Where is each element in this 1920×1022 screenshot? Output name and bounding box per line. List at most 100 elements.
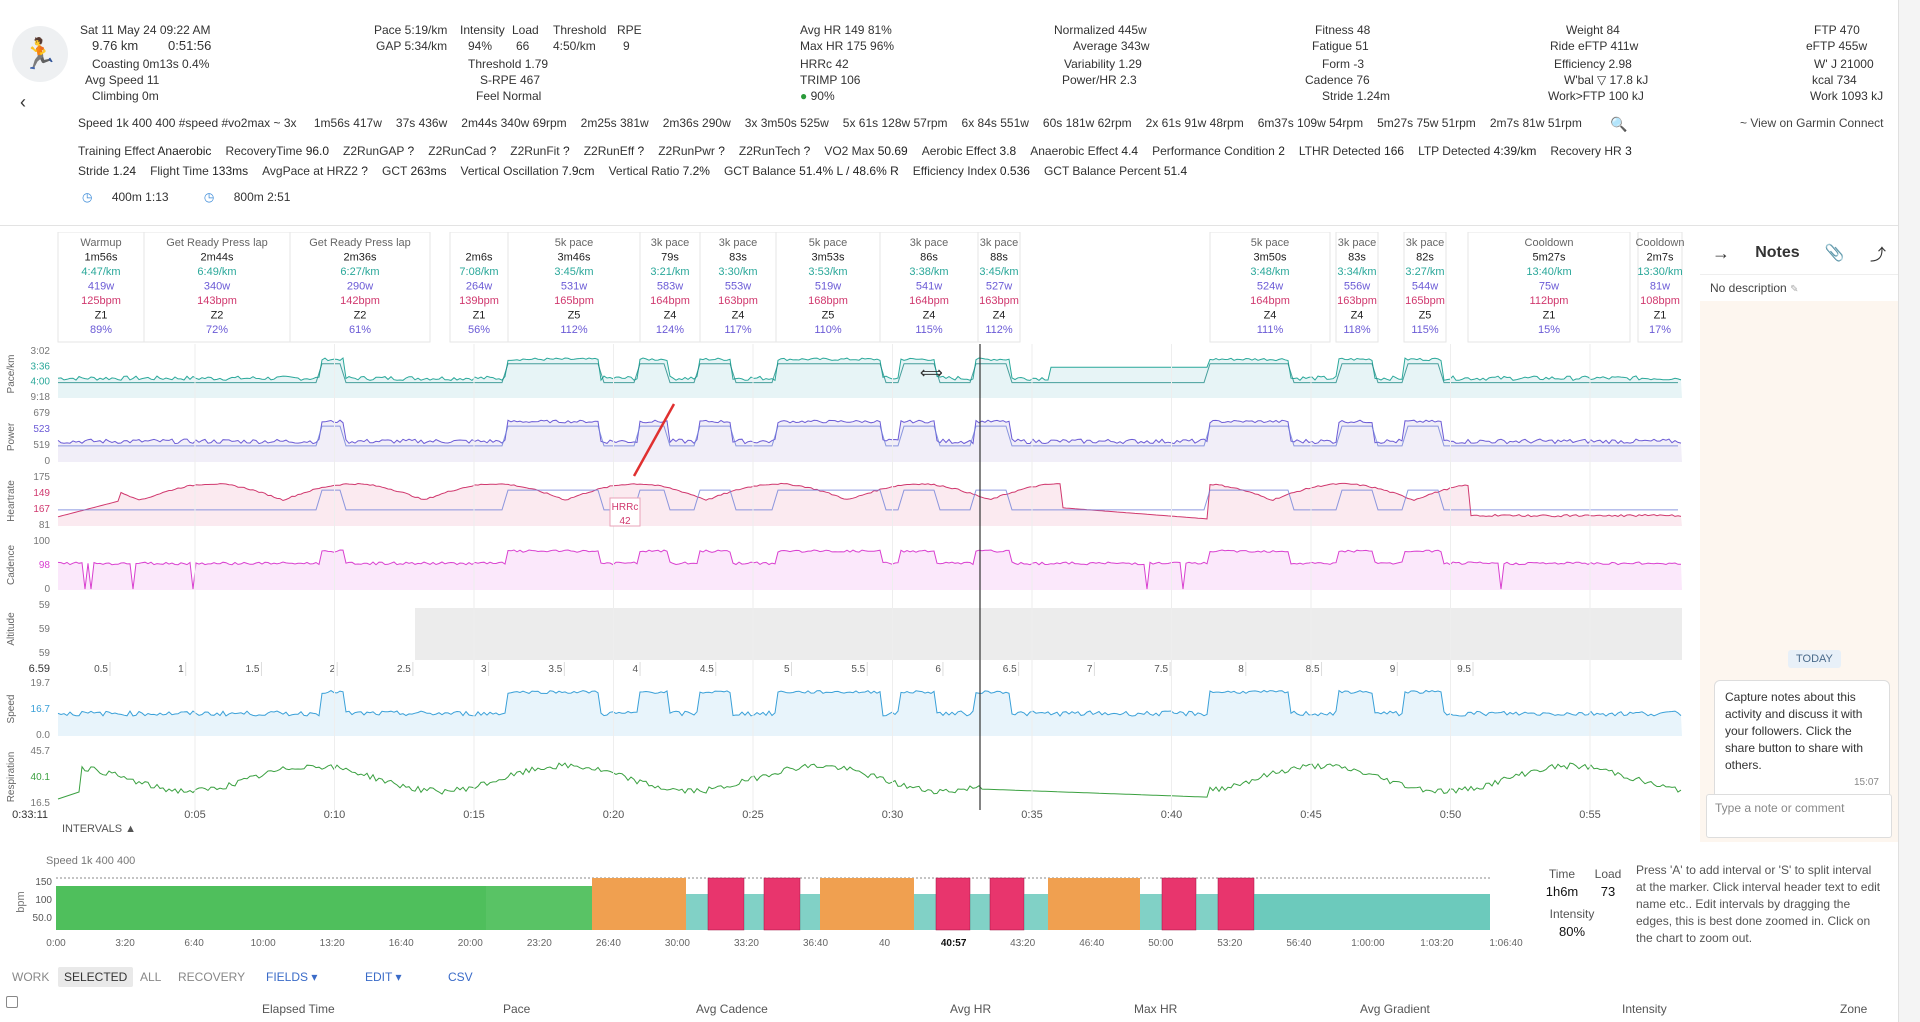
interval-dur: 2m44s: [200, 252, 234, 264]
interval-chip[interactable]: 2m25s 381w: [580, 116, 649, 130]
interval-pct: 56%: [468, 324, 490, 336]
tab-work[interactable]: WORK: [12, 970, 50, 984]
pencil-icon[interactable]: ✎: [1790, 284, 1799, 295]
feel[interactable]: Feel Normal: [476, 89, 542, 103]
tick-power: 679: [33, 408, 50, 419]
edit-dropdown[interactable]: EDIT ▾: [365, 970, 402, 984]
distance[interactable]: 9.76 km: [92, 38, 139, 53]
interval-chip[interactable]: 1m56s 417w: [313, 116, 382, 130]
distance-tick: 4: [632, 664, 638, 675]
share-icon[interactable]: ⤴: [1869, 247, 1886, 264]
lap-800m[interactable]: ◷ 800m 2:51: [204, 190, 307, 204]
arrow-right-icon[interactable]: →: [1712, 242, 1730, 263]
tab-recovery[interactable]: RECOVERY: [178, 970, 246, 984]
interval-bpm: 142bpm: [340, 295, 380, 307]
strip-xtick: 0:00: [46, 938, 66, 949]
activity-chart[interactable]: Warmup 1m56s 4:47/km 419w 125bpm Z1 89% Get Rea…: [0, 232, 1690, 832]
device-metric-label: Stride: [78, 164, 110, 178]
interval-summary-prefix[interactable]: Speed 1k 400 400 #speed #vo2max ~ 3x: [78, 116, 297, 130]
device-metric: VO2 Max 50.69: [824, 144, 907, 158]
col-avg-hr[interactable]: Avg HR: [950, 1002, 992, 1016]
interval-header-cell: [1467, 232, 1631, 343]
device-metric-label: Z2RunGAP: [343, 144, 405, 158]
interval-chip[interactable]: 2m36s 290w: [662, 116, 731, 130]
interval-name: Cooldown: [1525, 237, 1574, 249]
distance-tick: 9.5: [1457, 664, 1471, 675]
time-tick: 0:30: [882, 809, 903, 821]
interval-header-cell: [1335, 232, 1379, 343]
tick-pace: 3:36: [31, 361, 51, 372]
ftp[interactable]: FTP 470: [1814, 23, 1860, 37]
interval-chip[interactable]: 2m44s 340w 69rpm: [461, 116, 567, 130]
device-metric-label: LTHR Detected: [1298, 144, 1381, 158]
strip-ytick: 100: [35, 895, 52, 906]
device-metric: Recovery HR 3: [1550, 144, 1631, 158]
fields-dropdown[interactable]: FIELDS ▾: [266, 970, 318, 984]
tab-all[interactable]: ALL: [140, 970, 162, 984]
series-area-power: [58, 420, 1682, 462]
device-metric-label: Z2RunEff: [583, 144, 635, 158]
strip-xtick: 1:00:00: [1351, 938, 1385, 949]
interval-header-cell: [507, 232, 641, 343]
col-elapsed-time[interactable]: Elapsed Time: [262, 1002, 335, 1016]
interval-chip[interactable]: 5x 61s 128w 57rpm: [842, 116, 948, 130]
interval-chip[interactable]: 60s 181w 62rpm: [1042, 116, 1132, 130]
interval-name: 3k pace: [719, 237, 758, 249]
device-metric: Performance Condition 2: [1152, 144, 1285, 158]
interval-z: Z1: [473, 310, 486, 322]
hrrc-arrow: [632, 403, 676, 477]
rpe-label: RPE: [617, 23, 642, 37]
col-max-hr[interactable]: Max HR: [1134, 1002, 1178, 1016]
fatigue: Fatigue 51: [1312, 39, 1369, 53]
interval-name: 5k pace: [809, 237, 848, 249]
garmin-connect-link[interactable]: ~ View on Garmin Connect: [1740, 116, 1884, 130]
note-input[interactable]: Type a note or comment: [1706, 794, 1892, 838]
interval-bpm: 125bpm: [81, 295, 121, 307]
today-badge: TODAY: [1788, 650, 1841, 668]
page-scrollbar[interactable]: [1898, 0, 1920, 1022]
lap-400m[interactable]: ◷ 400m 1:13: [82, 190, 185, 204]
device-metric-value: 3.8: [999, 144, 1017, 158]
trimp-pct: ● 90%: [800, 88, 835, 104]
tab-selected[interactable]: SELECTED: [58, 967, 134, 987]
interval-pct: 15%: [1538, 324, 1560, 336]
interval-bpm: 164bpm: [1250, 295, 1290, 307]
col-intensity[interactable]: Intensity: [1622, 1002, 1667, 1016]
select-all-checkbox[interactable]: [6, 996, 18, 1008]
search-icon[interactable]: 🔍: [1610, 116, 1628, 132]
interval-chip[interactable]: 6m37s 109w 54rpm: [1257, 116, 1364, 130]
interval-chip[interactable]: 37s 436w: [395, 116, 448, 130]
interval-table: WORK SELECTED ALL RECOVERY FIELDS ▾ EDIT…: [0, 962, 1898, 1022]
interval-chip[interactable]: 6x 84s 551w: [961, 116, 1029, 130]
interval-w: 556w: [1344, 281, 1370, 293]
interval-chip[interactable]: 3x 3m50s 525w: [744, 116, 829, 130]
col-pace[interactable]: Pace: [503, 1002, 531, 1016]
device-metric-value: ?: [489, 144, 497, 158]
interval-z: Z1: [1543, 310, 1556, 322]
interval-strip-chart[interactable]: Speed 1k 400 400 bpm 150 100 50.0 0:00 3:20 6:4…: [0, 842, 1690, 952]
interval-header-cell: [449, 232, 509, 343]
csv-button[interactable]: CSV: [448, 970, 473, 984]
col-avg-cadence[interactable]: Avg Cadence: [696, 1002, 768, 1016]
kcal[interactable]: kcal 734: [1812, 73, 1857, 87]
rpe-value[interactable]: 9: [623, 39, 630, 53]
device-metric: GCT 263ms: [382, 164, 447, 178]
interval-z: Z4: [993, 310, 1006, 322]
interval-chip[interactable]: 2x 61s 91w 48rpm: [1145, 116, 1244, 130]
device-metric: Z2RunTech ?: [739, 144, 810, 158]
back-arrow-icon[interactable]: ‹: [20, 92, 26, 112]
strip-xtick: 1:03:20: [1420, 938, 1454, 949]
climbing[interactable]: Climbing 0m: [92, 89, 159, 103]
no-description[interactable]: No description ✎: [1700, 274, 1898, 301]
load-value[interactable]: 66: [516, 39, 530, 53]
threshold-value[interactable]: 4:50/km: [553, 39, 596, 53]
weight[interactable]: Weight 84: [1566, 23, 1620, 37]
col-avg-gradient[interactable]: Avg Gradient: [1360, 1002, 1430, 1016]
w-prime[interactable]: W' J 21000: [1814, 57, 1874, 71]
col-zone[interactable]: Zone: [1840, 1002, 1868, 1016]
interval-chip[interactable]: 2m7s 81w 51rpm: [1489, 116, 1582, 130]
paperclip-icon[interactable]: 📎: [1824, 245, 1845, 262]
device-metric: Aerobic Effect 3.8: [922, 144, 1017, 158]
interval-chip[interactable]: 5m27s 75w 51rpm: [1377, 116, 1476, 130]
interval-z: Z1: [1654, 310, 1667, 322]
